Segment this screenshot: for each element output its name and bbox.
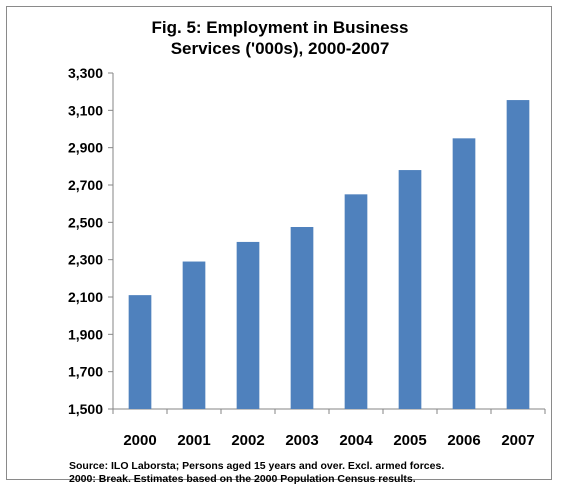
- chart-source-note: Source: ILO Laborsta; Persons aged 15 ye…: [69, 460, 444, 486]
- source-line-1: Source: ILO Laborsta; Persons aged 15 ye…: [69, 460, 445, 472]
- bar-2004: [344, 194, 368, 409]
- bar-2006: [452, 138, 476, 410]
- x-tick-label: 2006: [447, 432, 480, 449]
- y-tick-label: 2,500: [68, 214, 103, 230]
- bar-2001: [182, 261, 206, 409]
- x-tick-label: 2005: [393, 432, 426, 449]
- bar-2007: [506, 100, 530, 410]
- y-tick-label: 1,500: [68, 401, 103, 417]
- y-tick-label: 2,100: [68, 289, 103, 305]
- x-tick-label: 2004: [339, 432, 373, 449]
- x-tick-label: 2003: [285, 432, 318, 449]
- bar-2000: [128, 295, 152, 409]
- y-tick-label: 3,100: [68, 102, 103, 118]
- chart-title: Fig. 5: Employment in Business Services …: [7, 17, 553, 59]
- x-tick-label: 2000: [123, 432, 156, 449]
- y-tick-label: 2,900: [68, 140, 103, 156]
- y-tick-label: 1,900: [68, 326, 103, 342]
- y-tick-label: 1,700: [68, 364, 103, 380]
- source-line-2: 2000: Break. Estimates based on the 2000…: [69, 473, 416, 485]
- y-tick-label: 2,700: [68, 177, 103, 193]
- chart-title-line-2: Services ('000s), 2000-2007: [170, 39, 390, 58]
- chart-title-line-1: Fig. 5: Employment in Business: [151, 18, 409, 37]
- y-tick-label: 3,300: [68, 65, 103, 81]
- bar-2002: [236, 241, 260, 409]
- bar-2003: [290, 227, 314, 409]
- bar-2005: [398, 170, 422, 409]
- y-tick-label: 2,300: [68, 252, 103, 268]
- x-tick-label: 2007: [501, 432, 534, 449]
- x-tick-label: 2002: [231, 432, 264, 449]
- x-tick-label: 2001: [177, 432, 210, 449]
